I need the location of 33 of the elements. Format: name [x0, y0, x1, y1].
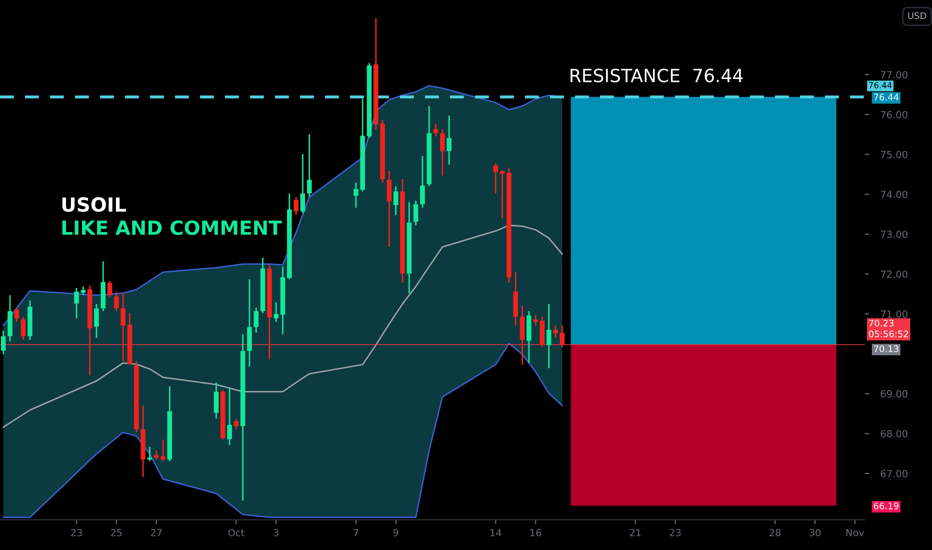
annotation: RESISTANCE 76.44 [570, 68, 743, 82]
y2-tick-label: 70.13 [874, 345, 898, 352]
x-tick-label: 23 [670, 528, 681, 536]
y2-tick-label: 66.19 [874, 502, 898, 510]
y-tick-label: 69.00 [880, 390, 908, 398]
text: USD [908, 12, 926, 20]
y-tick-label: 74.00 [880, 190, 908, 198]
x-tick-label: 27 [150, 528, 162, 536]
y2-tick-label: 76.44 [874, 94, 899, 100]
x-tick-label: 30 [810, 528, 821, 536]
x-tick-label: 7 [354, 529, 358, 536]
x-tick-label: 9 [393, 528, 398, 536]
y-tick-label: 68.00 [880, 430, 908, 438]
y-tick-label: 75.00 [880, 150, 908, 158]
annotation: USOIL [62, 197, 126, 212]
ref-line-label: 70.23 05:56:52 [868, 320, 908, 338]
x-tick-label: 21 [630, 528, 641, 536]
x-tick-label: 23 [71, 528, 82, 536]
x-tick-label: Oct [228, 528, 244, 536]
y-tick-label: 77.00 [880, 71, 908, 78]
y-tick-label: 71.00 [880, 310, 908, 318]
y-tick-label: 73.00 [880, 230, 908, 238]
x-tick-label: Nov [846, 529, 864, 536]
y-tick-label: 76.00 [880, 110, 908, 118]
y-tick-label: 72.00 [880, 270, 908, 278]
x-tick-label: 16 [530, 528, 542, 536]
x-tick-label: 25 [110, 528, 122, 536]
x-tick-label: 28 [770, 528, 781, 536]
ref-line-label: 76.44 [869, 82, 892, 88]
y-tick-label: 67.00 [880, 470, 908, 478]
x-tick-label: 14 [490, 529, 502, 536]
x-tick-label: 3 [274, 528, 278, 536]
annotation: LIKE AND COMMENT [62, 220, 282, 236]
